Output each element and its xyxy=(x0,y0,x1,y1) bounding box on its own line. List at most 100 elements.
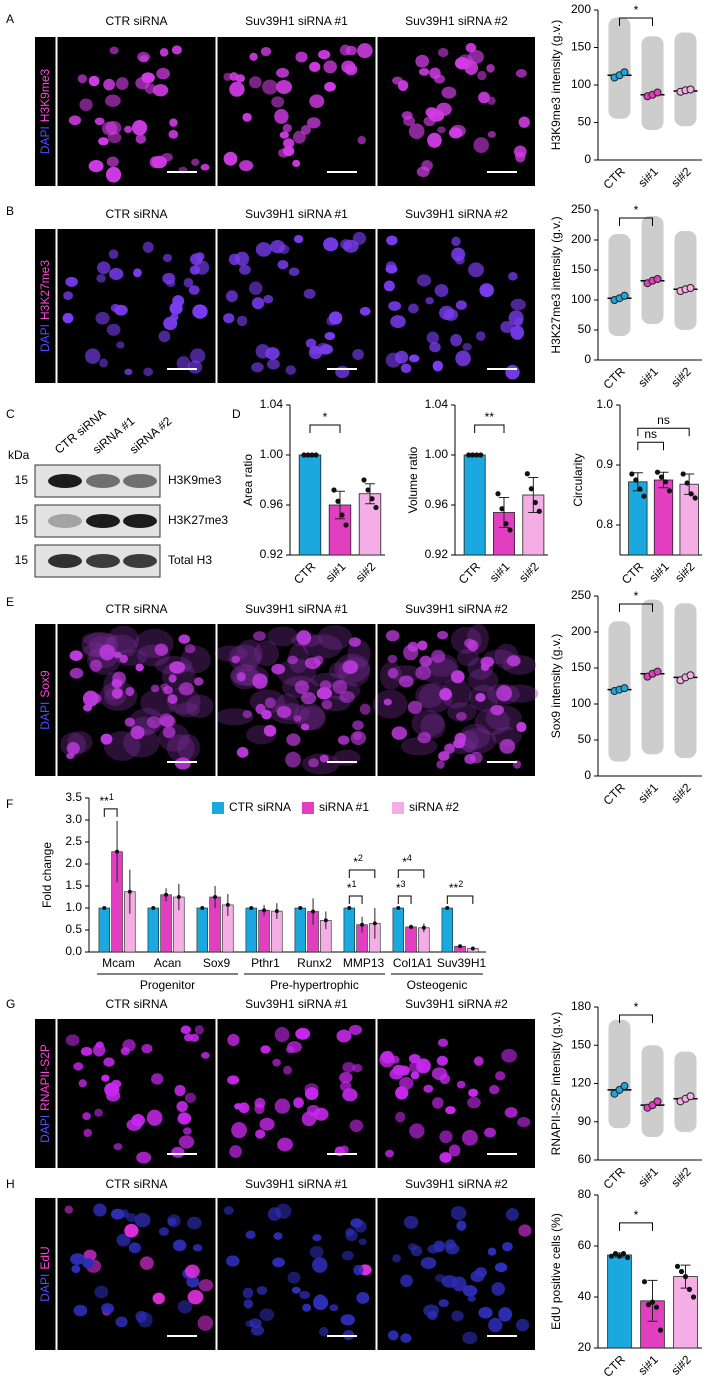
replicate-point xyxy=(369,496,375,502)
nucleus xyxy=(143,367,154,377)
nucleus xyxy=(276,67,290,78)
nucleus xyxy=(484,1127,496,1138)
nucleus xyxy=(478,1306,493,1319)
bar xyxy=(98,907,110,953)
nucleus xyxy=(432,360,443,372)
nucleus xyxy=(259,1308,275,1321)
replicate-point xyxy=(365,487,371,493)
nucleus xyxy=(480,656,495,668)
replicate-point xyxy=(620,1251,627,1257)
significance-label: *3 xyxy=(396,879,406,895)
nucleus xyxy=(387,667,399,679)
significance-stars: * xyxy=(634,203,639,217)
nucleus xyxy=(399,1077,414,1090)
replicate-point xyxy=(373,504,379,511)
cytoplasm xyxy=(82,631,117,646)
cytoplasm xyxy=(214,645,249,662)
nucleus xyxy=(341,60,356,74)
channel-marker: RNAPII-S2P xyxy=(38,1044,52,1111)
nucleus xyxy=(468,49,484,64)
replicate-point xyxy=(682,1274,689,1280)
cell-distribution xyxy=(674,1051,697,1132)
nucleus xyxy=(191,158,200,166)
nucleus xyxy=(337,735,350,745)
replicate-point xyxy=(478,452,484,458)
x-tick-label: CTR xyxy=(291,559,319,587)
cell-distribution xyxy=(674,32,697,127)
nucleus xyxy=(504,1107,518,1118)
x-tick-label: si#2 xyxy=(353,559,379,585)
x-tick-label: CTR xyxy=(456,559,484,587)
column-header: CTR siRNA xyxy=(106,602,168,616)
significance-label: *2 xyxy=(353,853,363,869)
significance-label: ns xyxy=(657,413,670,427)
nucleus xyxy=(349,1119,364,1133)
significance-bracket xyxy=(309,424,341,433)
nucleus xyxy=(94,1108,103,1117)
nucleus xyxy=(407,641,419,653)
bar-top-dot xyxy=(445,906,450,910)
x-tick-label: Runx2 xyxy=(297,956,332,970)
y-axis-title: Fold change xyxy=(40,842,54,908)
nucleus xyxy=(176,356,191,371)
nucleus xyxy=(100,733,113,745)
x-tick-label: si#1 xyxy=(646,559,672,585)
nucleus xyxy=(387,1330,399,1341)
nucleus xyxy=(262,79,278,95)
nucleus xyxy=(515,1318,530,1332)
nucleus xyxy=(158,330,171,343)
nucleus xyxy=(473,1056,484,1066)
replicate-point xyxy=(624,1254,631,1261)
significance-note: 4 xyxy=(407,853,412,863)
nucleus xyxy=(187,360,203,374)
x-tick-label: si#2 xyxy=(668,1352,694,1378)
column-header: Suv39H1 siRNA #1 xyxy=(245,997,348,1011)
nucleus xyxy=(184,1092,196,1103)
column-header: CTR siRNA xyxy=(106,1177,168,1191)
nucleus xyxy=(66,741,80,755)
nucleus xyxy=(142,241,154,253)
replicate-point xyxy=(654,469,661,475)
nucleus xyxy=(120,1047,130,1056)
nucleus xyxy=(451,1310,464,1322)
significance-label: * xyxy=(634,3,639,17)
nucleus xyxy=(285,365,296,375)
nucleus xyxy=(510,325,525,340)
nucleus xyxy=(340,1314,355,1326)
x-tick-label: Mcam xyxy=(102,956,135,970)
y-tick-label: 60 xyxy=(578,1238,592,1252)
column-header: CTR siRNA xyxy=(106,14,168,28)
x-tick-label: si#2 xyxy=(672,559,698,585)
replicate-point xyxy=(343,522,349,528)
nucleus xyxy=(256,1286,268,1295)
nucleus xyxy=(177,1300,193,1314)
nucleus xyxy=(178,682,195,696)
nucleus xyxy=(487,130,496,138)
nucleus xyxy=(518,116,530,128)
nucleus xyxy=(429,67,441,79)
nucleus xyxy=(487,1247,497,1256)
significance-bracket xyxy=(637,427,690,437)
x-tick-label: Pthr1 xyxy=(251,956,280,970)
bar xyxy=(298,454,322,556)
nucleus xyxy=(285,751,301,768)
nucleus xyxy=(130,725,145,740)
nucleus xyxy=(250,1325,265,1336)
nucleus xyxy=(276,79,292,95)
replicate-point xyxy=(653,1304,660,1310)
blot-unit: kDa xyxy=(8,448,30,462)
nucleus xyxy=(154,643,169,656)
channel-marker: H3K9me3 xyxy=(38,68,52,122)
nucleus xyxy=(439,305,455,320)
column-header: Suv39H1 siRNA #2 xyxy=(405,14,508,28)
nucleus xyxy=(478,91,490,104)
y-axis-title: EdU positive cells (%) xyxy=(549,1213,563,1330)
nucleus xyxy=(92,1043,106,1057)
nucleus xyxy=(169,118,178,127)
nucleus xyxy=(488,1317,503,1333)
nucleus xyxy=(359,306,371,316)
nucleus xyxy=(231,655,240,664)
nucleus xyxy=(358,1238,367,1246)
nucleus xyxy=(439,1130,453,1144)
nucleus xyxy=(150,684,160,693)
